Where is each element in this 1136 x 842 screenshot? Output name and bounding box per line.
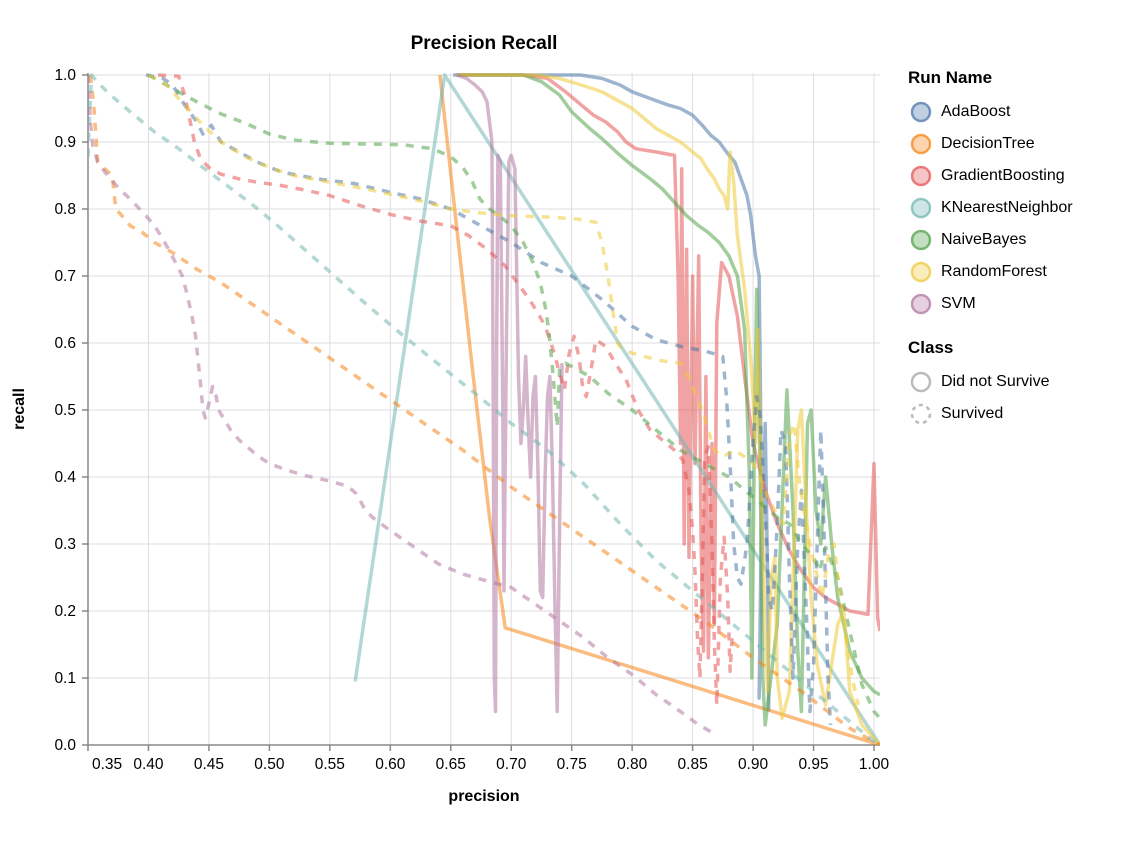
x-tick-label: 0.95: [798, 756, 828, 773]
x-tick-label: 0.60: [375, 756, 406, 773]
y-tick-label: 0.7: [54, 268, 76, 285]
legend-run-items: AdaBoost DecisionTree GradientBoosting KNea…: [908, 96, 1128, 320]
y-tick-label: 0.4: [54, 469, 76, 486]
legend-run-item-gradientboosting: GradientBoosting: [908, 160, 1128, 192]
y-tick-label: 0.8: [54, 201, 76, 218]
legend-class-label: Survived: [941, 405, 1004, 422]
legend-run-label: NaiveBayes: [941, 231, 1027, 248]
legend-class-item-survived: Survived: [908, 398, 1128, 430]
y-tick-label: 0.5: [54, 402, 76, 419]
legend-class-items: Did not Survive Survived: [908, 366, 1128, 430]
legend-swatch-icon: [910, 261, 932, 283]
y-tick-label: 0.0: [54, 737, 76, 754]
legend-run-item-decisiontree: DecisionTree: [908, 128, 1128, 160]
series-line-naivebayes-did-not-survive: [456, 73, 880, 727]
y-tick-label: 0.6: [54, 335, 76, 352]
series-line-decisiontree-did-not-survive: [438, 74, 880, 745]
y-tick-label: 1.0: [54, 67, 76, 84]
legend-run-label: GradientBoosting: [941, 167, 1065, 184]
x-tick-label: 0.50: [254, 756, 285, 773]
y-axis-title: recall: [11, 388, 28, 430]
legend-run-label: SVM: [941, 295, 976, 312]
series-line-randomforest-did-not-survive: [456, 73, 880, 745]
legend-run-item-naivebayes: NaiveBayes: [908, 224, 1128, 256]
x-tick-label: 0.40: [133, 756, 164, 773]
legend-run-label: DecisionTree: [941, 135, 1035, 152]
legend-class-title: Class: [908, 338, 954, 357]
legend-run-item-randomforest: RandomForest: [908, 256, 1128, 288]
x-tick-label: 0.70: [496, 756, 527, 773]
x-tick-label: 0.80: [617, 756, 648, 773]
series-line-adaboost-did-not-survive: [453, 73, 771, 712]
legend-run-label: RandomForest: [941, 263, 1047, 280]
y-tick-label: 0.1: [54, 670, 76, 687]
legend: Run Name AdaBoost DecisionTree GradientBoo…: [908, 68, 1128, 430]
x-tick-label: 0.55: [315, 756, 345, 773]
legend-class-label: Did not Survive: [941, 373, 1050, 390]
x-tick-label: 0.90: [738, 756, 769, 773]
chart-title: Precision Recall: [410, 33, 558, 54]
x-tick-label: 0.65: [436, 756, 466, 773]
legend-run-item-adaboost: AdaBoost: [908, 96, 1128, 128]
legend-class-item-did-not-survive: Did not Survive: [908, 366, 1128, 398]
legend-swatch-icon: [910, 101, 932, 123]
y-tick-label: 0.9: [54, 134, 76, 151]
series-line-svm-survived: [88, 74, 712, 734]
legend-swatch-icon: [910, 229, 932, 251]
x-tick-label: 0.45: [194, 756, 224, 773]
series-line-randomforest-survived: [147, 73, 861, 706]
series-line-gradientboosting-survived: [157, 73, 735, 707]
legend-swatch-icon: [910, 165, 932, 187]
legend-run-label: AdaBoost: [941, 103, 1011, 120]
series-line-svm-did-not-survive: [456, 73, 564, 714]
legend-run-title: Run Name: [908, 68, 993, 87]
series-line-knearestneighbor-survived: [88, 73, 880, 745]
legend-swatch-icon: [910, 133, 932, 155]
legend-swatch-icon: [910, 293, 932, 315]
legend-run-item-svm: SVM: [908, 288, 1128, 320]
x-tick-label: 0.85: [678, 756, 708, 773]
x-tick-label: 1.00: [859, 756, 890, 773]
x-axis-title: precision: [448, 788, 520, 805]
legend-run-item-knearestneighbor: KNearestNeighbor: [908, 192, 1128, 224]
legend-class-swatch-icon: [910, 371, 932, 393]
legend-run-label: KNearestNeighbor: [941, 199, 1073, 216]
y-tick-label: 0.3: [54, 536, 76, 553]
y-tick-label: 0.2: [54, 603, 76, 620]
legend-class-swatch-icon: [910, 403, 932, 425]
legend-swatch-icon: [910, 197, 932, 219]
x-tick-label: 0.75: [557, 756, 587, 773]
series-line-knearestneighbor-did-not-survive: [353, 73, 880, 745]
x-tick-label: 0.35: [92, 756, 122, 773]
